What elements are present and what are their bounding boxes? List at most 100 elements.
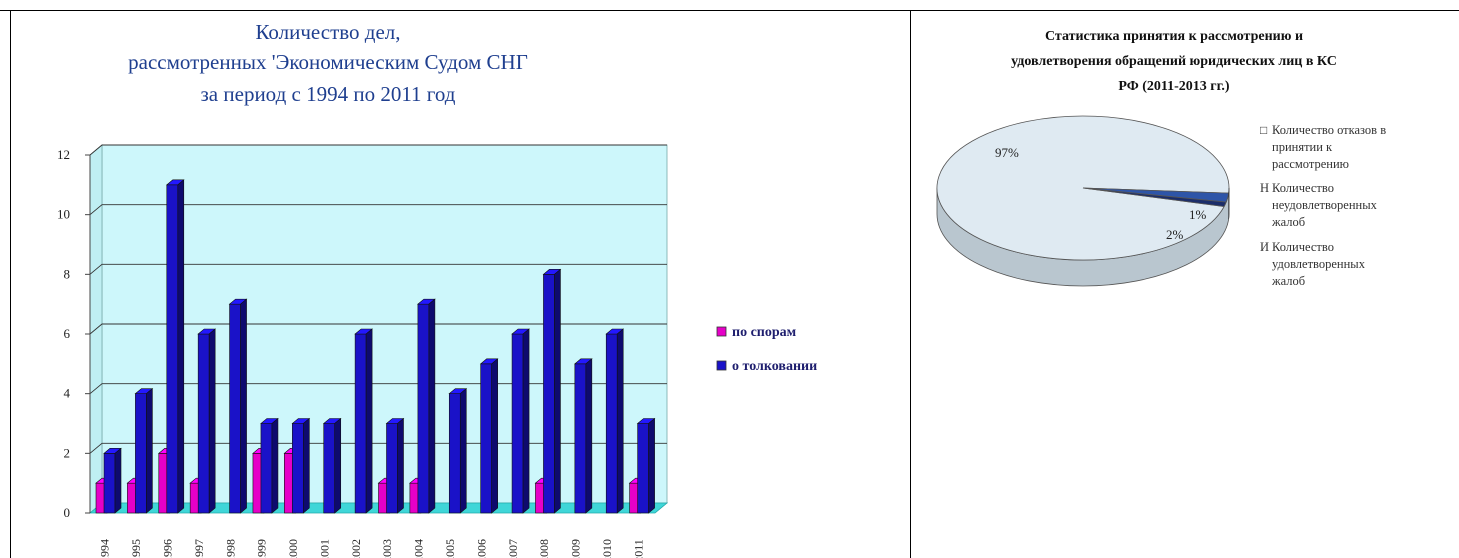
bar-title-line-1: Количество дел, bbox=[255, 20, 400, 44]
bar-interpretation-2005 bbox=[448, 388, 468, 514]
y-tick-label: 8 bbox=[64, 266, 71, 281]
bar-interpretation-1995-side bbox=[146, 388, 153, 514]
x-tick-label: 2008 bbox=[537, 539, 551, 558]
bar-interpretation-1997-side bbox=[208, 328, 216, 514]
bar-interpretation-2003-side bbox=[397, 417, 404, 514]
x-tick-label: 1998 bbox=[223, 539, 237, 558]
bar-chart: Количество дел, рассмотренных 'Экономиче… bbox=[57, 20, 817, 558]
pie-legend-1-line-1: Количество отказов в bbox=[1272, 123, 1386, 137]
bar-interpretation-2001-side bbox=[334, 417, 342, 514]
pie-data-labels: 97% 2% 1% bbox=[995, 145, 1207, 242]
x-tick-label: 2003 bbox=[380, 539, 394, 558]
bar-interpretation-1995-front bbox=[135, 393, 147, 514]
bar-interpretation-1997-front bbox=[197, 333, 210, 514]
pie-label-satisfied: 1% bbox=[1189, 207, 1207, 222]
bar-interpretation-2010 bbox=[605, 328, 625, 514]
bar-interpretation-2000-side bbox=[303, 417, 310, 514]
bar-interpretation-2002 bbox=[354, 328, 373, 514]
x-tick-label: 2005 bbox=[443, 539, 457, 558]
y-axis-ticks: 0 2 4 6 8 10 12 bbox=[57, 147, 90, 520]
bar-interpretation-1998-side bbox=[240, 298, 247, 514]
bar-title-line-2: рассмотренных 'Экономическим Судом СНГ bbox=[128, 50, 528, 74]
bar-interpretation-2004-front bbox=[417, 303, 430, 514]
bar-interpretation-2002-side bbox=[365, 328, 373, 514]
legend-label-interpretation: о толковании bbox=[732, 359, 817, 374]
pie-label-unsatisfied: 2% bbox=[1166, 227, 1184, 242]
bar-interpretation-2002-front bbox=[354, 333, 367, 514]
pie-title-line-3: РФ (2011-2013 гг.) bbox=[1118, 79, 1230, 94]
bar-interpretation-2008-front bbox=[543, 274, 555, 514]
bar-interpretation-1994 bbox=[103, 447, 122, 514]
bar-interpretation-1999-front bbox=[260, 423, 273, 514]
bar-interpretation-2001 bbox=[322, 417, 342, 514]
x-tick-label: 2004 bbox=[412, 539, 426, 558]
bar-interpretation-2000-front bbox=[292, 423, 304, 514]
table-border-left bbox=[10, 10, 11, 558]
legend-swatch-interpretation bbox=[716, 360, 727, 371]
bar-interpretation-2011-side bbox=[648, 417, 655, 514]
x-tick-label: 1997 bbox=[192, 539, 206, 558]
x-tick-label: 2006 bbox=[474, 539, 488, 558]
bar-interpretation-2003 bbox=[385, 417, 405, 514]
bar-interpretation-2000 bbox=[291, 417, 311, 514]
bar-interpretation-1994-front bbox=[103, 453, 116, 514]
bar-interpretation-2007-side bbox=[522, 328, 530, 514]
bar-interpretation-2005-front bbox=[448, 393, 461, 514]
bar-interpretation-1999-side bbox=[271, 417, 279, 514]
bar-interpretation-1995 bbox=[134, 388, 154, 514]
pie-chart-title: Статистика принятия к рассмотрению и удо… bbox=[1011, 29, 1337, 94]
pie-legend-3-line-1: Количество bbox=[1272, 240, 1334, 254]
bar-interpretation-1996 bbox=[165, 179, 185, 514]
legend-label-disputes: по спорам bbox=[732, 325, 797, 340]
legend-swatch-disputes bbox=[716, 326, 727, 337]
bar-interpretation-2009-side bbox=[585, 358, 593, 514]
pie-slice-3 bbox=[1082, 187, 1227, 207]
bar-interpretation-2007-front bbox=[511, 333, 524, 514]
pie-legend-1-line-3: рассмотрению bbox=[1272, 157, 1349, 171]
bar-interpretation-2004 bbox=[417, 298, 436, 514]
x-tick-label: 2002 bbox=[349, 539, 363, 558]
bar-interpretation-2009-front bbox=[574, 363, 587, 514]
pie-legend-marker-2: Н bbox=[1260, 181, 1269, 195]
bar-interpretation-2010-side bbox=[616, 328, 624, 514]
x-tick-label: 2009 bbox=[569, 539, 583, 558]
bar-interpretation-2011-front bbox=[637, 423, 649, 514]
pie-legend-marker-3: И bbox=[1260, 240, 1269, 254]
bar-title-line-3: за период с 1994 по 2011 год bbox=[201, 82, 456, 106]
pie-title-line-2: удовлетворения обращений юридических лиц… bbox=[1011, 54, 1337, 69]
bar-interpretation-2007 bbox=[511, 328, 530, 514]
bar-interpretation-2004-side bbox=[428, 298, 436, 514]
x-tick-label: 1999 bbox=[255, 539, 269, 558]
x-tick-label: 2011 bbox=[631, 539, 645, 558]
bar-interpretation-2011 bbox=[636, 417, 656, 514]
bar-interpretation-1997 bbox=[197, 328, 216, 514]
x-tick-label: 1996 bbox=[160, 539, 174, 558]
bar-legend: по спорам о толковании bbox=[716, 325, 817, 374]
pie-chart-panel: Статистика принятия к рассмотрению и удо… bbox=[911, 10, 1451, 558]
gridline bbox=[89, 383, 667, 395]
x-axis-ticks: 1994 1995 1996 1997 1998 1999 2000 2001 2002 2003… bbox=[98, 539, 646, 558]
bar-series bbox=[95, 179, 656, 514]
pie-legend: □ Количество отказов в принятии к рассмо… bbox=[1260, 123, 1386, 288]
pie-chart: Статистика принятия к рассмотрению и удо… bbox=[936, 29, 1386, 288]
pie-legend-marker-1: □ bbox=[1260, 123, 1267, 137]
bar-interpretation-2008-side bbox=[554, 268, 561, 514]
gridline bbox=[89, 323, 667, 335]
gridline bbox=[89, 263, 667, 275]
bar-interpretation-1998 bbox=[228, 298, 248, 514]
pie-legend-1-line-2: принятии к bbox=[1272, 140, 1333, 154]
bar-interpretation-1998-front bbox=[229, 303, 241, 514]
pie-body bbox=[936, 115, 1230, 287]
bar-chart-panel: Количество дел, рассмотренных 'Экономиче… bbox=[10, 10, 909, 558]
bar-chart-title: Количество дел, рассмотренных 'Экономиче… bbox=[128, 20, 528, 106]
pie-legend-3-line-3: жалоб bbox=[1271, 274, 1305, 288]
y-tick-label: 4 bbox=[64, 386, 71, 401]
pie-title-line-1: Статистика принятия к рассмотрению и bbox=[1045, 29, 1303, 44]
bar-interpretation-2008 bbox=[542, 268, 562, 514]
bar-interpretation-2003-front bbox=[386, 423, 398, 514]
y-tick-label: 2 bbox=[64, 445, 71, 460]
gridline bbox=[89, 442, 667, 454]
x-tick-label: 2001 bbox=[317, 539, 331, 558]
table-divider bbox=[910, 10, 911, 558]
bar-interpretation-1994-side bbox=[114, 447, 122, 514]
